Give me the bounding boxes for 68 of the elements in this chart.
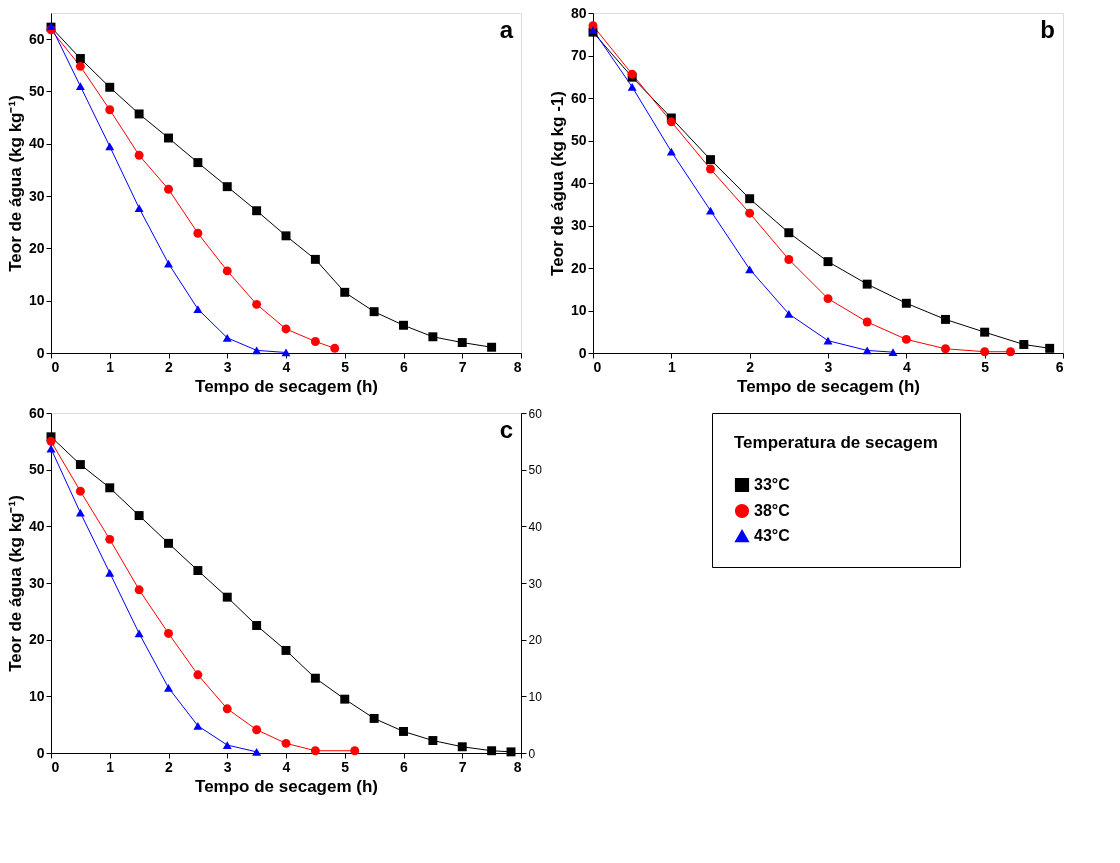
x-tick-label: 2 xyxy=(165,758,174,775)
y-tick-label: 80 xyxy=(570,4,587,21)
x-tick-label: 5 xyxy=(981,358,990,375)
y-tick-label: 30 xyxy=(28,574,45,591)
y2-tick-label: 10 xyxy=(528,689,543,704)
x-tick-label: 0 xyxy=(593,358,602,375)
y-tick-label: 40 xyxy=(570,174,587,191)
x-tick-label: 4 xyxy=(282,358,291,375)
y-axis-title: Teor de água (kg kg⁻¹) xyxy=(5,495,25,672)
y2-tick-label: 40 xyxy=(528,519,543,534)
x-tick-label: 2 xyxy=(746,358,755,375)
x-axis-title: Tempo de secagem (h) xyxy=(195,376,378,396)
x-tick-label: 4 xyxy=(282,758,291,775)
y-tick-label: 70 xyxy=(570,47,587,63)
x-tick-label: 1 xyxy=(667,358,676,375)
annotation: a xyxy=(499,16,514,43)
y-tick-label: 30 xyxy=(28,187,45,204)
y-axis-title: Teor de água (kg kg⁻¹) xyxy=(5,95,25,272)
x-tick-label: 5 xyxy=(341,358,350,375)
x-tick-label: 6 xyxy=(400,358,409,375)
y-tick-label: 30 xyxy=(570,217,587,233)
y-tick-label: 20 xyxy=(28,631,45,648)
x-tick-label: 1 xyxy=(106,758,115,775)
legend-label: 38°C xyxy=(754,502,791,519)
y2-tick-label: 50 xyxy=(528,463,543,478)
y-tick-label: 40 xyxy=(28,517,45,534)
y-tick-label: 10 xyxy=(28,292,45,309)
y-tick-label: 0 xyxy=(36,344,45,361)
y-axis-title: Teor de água (kg kg -1) xyxy=(547,91,567,276)
y-tick-label: 50 xyxy=(570,132,587,148)
legend-title: Temperatura de secagem xyxy=(734,433,938,452)
y-tick-label: 50 xyxy=(28,461,45,478)
y-tick-label: 10 xyxy=(570,302,587,318)
x-axis-title: Tempo de secagem (h) xyxy=(195,776,378,796)
x-tick-label: 0 xyxy=(51,358,60,375)
legend-label: 43°C xyxy=(754,527,791,544)
x-tick-label: 6 xyxy=(400,758,409,775)
x-tick-label: 6 xyxy=(1055,358,1064,375)
y2-tick-label: 20 xyxy=(528,633,543,648)
x-tick-label: 5 xyxy=(341,758,350,775)
legend-label: 33°C xyxy=(754,476,791,493)
annotation: c xyxy=(499,416,513,443)
x-axis-title: Tempo de secagem (h) xyxy=(737,376,920,396)
x-tick-label: 4 xyxy=(902,358,911,375)
y-tick-label: 50 xyxy=(28,82,45,99)
y-tick-label: 60 xyxy=(570,89,587,106)
y-tick-label: 60 xyxy=(28,404,45,421)
x-tick-label: 2 xyxy=(165,358,174,375)
x-tick-label: 7 xyxy=(458,358,467,375)
x-tick-label: 1 xyxy=(106,358,115,375)
y-tick-label: 0 xyxy=(36,744,45,761)
y2-tick-label: 0 xyxy=(528,746,536,761)
x-tick-label: 8 xyxy=(513,758,522,775)
annotation: b xyxy=(1040,16,1055,43)
y-tick-label: 40 xyxy=(28,135,45,152)
y-tick-label: 10 xyxy=(28,687,45,704)
y2-tick-label: 60 xyxy=(528,406,543,421)
x-tick-label: 3 xyxy=(223,758,232,775)
x-tick-label: 3 xyxy=(824,358,833,375)
y-tick-label: 60 xyxy=(28,30,45,47)
x-tick-label: 3 xyxy=(223,358,232,375)
y2-tick-label: 30 xyxy=(528,576,543,591)
y-tick-label: 0 xyxy=(578,344,587,361)
x-tick-label: 0 xyxy=(51,758,60,775)
y-tick-label: 20 xyxy=(570,259,587,276)
x-tick-label: 7 xyxy=(458,758,467,775)
y-tick-label: 20 xyxy=(28,239,45,256)
x-tick-label: 8 xyxy=(513,358,522,375)
